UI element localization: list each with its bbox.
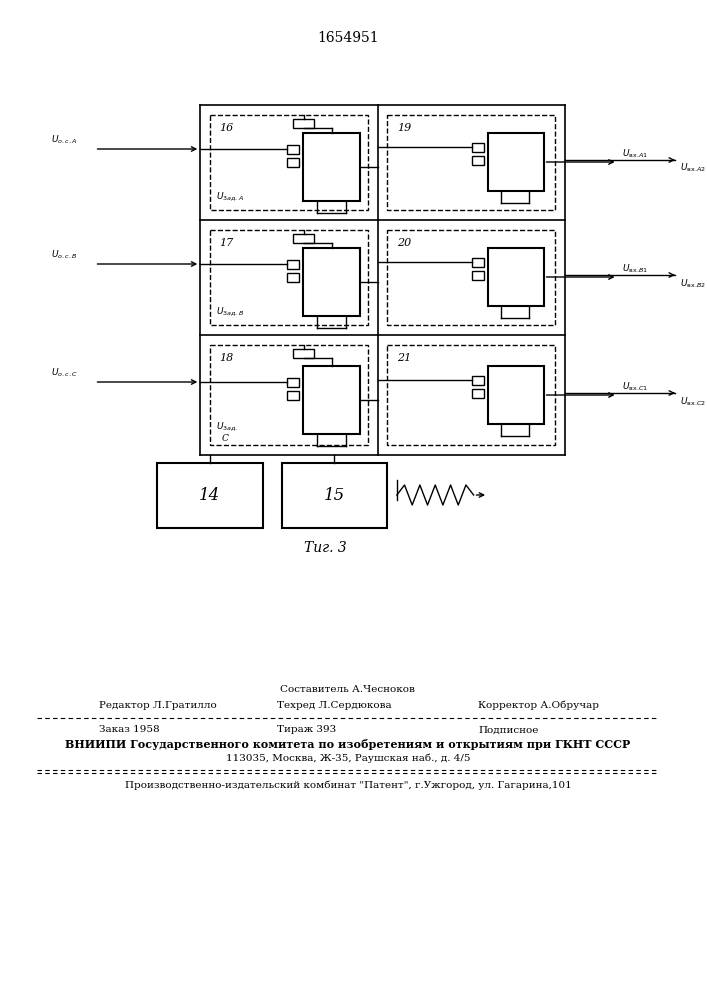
Bar <box>286 378 299 387</box>
Bar <box>293 234 315 243</box>
Text: $U_{\text{вх.}B1}$: $U_{\text{вх.}B1}$ <box>622 262 648 275</box>
Bar <box>472 376 484 385</box>
Text: $U_{3aд. B}$: $U_{3aд. B}$ <box>216 305 243 318</box>
Bar <box>293 119 315 128</box>
Text: ВНИИПИ Государственного комитета по изобретениям и открытиям при ГКНТ СССР: ВНИИПИ Государственного комитета по изоб… <box>65 738 631 750</box>
Text: Подписное: Подписное <box>479 726 539 734</box>
Bar <box>472 389 484 398</box>
Text: 15: 15 <box>324 487 345 504</box>
Bar <box>286 158 299 167</box>
Text: $U_{\text{вх.}C1}$: $U_{\text{вх.}C1}$ <box>622 380 648 393</box>
Bar <box>488 366 544 424</box>
Bar <box>286 273 299 282</box>
Text: $U_{o.c.C}$: $U_{o.c.C}$ <box>51 366 77 379</box>
Text: 20: 20 <box>397 238 411 248</box>
Text: Заказ 1958: Заказ 1958 <box>100 726 160 734</box>
Bar <box>472 143 484 152</box>
Text: $U_{\text{вх.}C2}$: $U_{\text{вх.}C2}$ <box>680 395 706 408</box>
Bar <box>472 271 484 280</box>
Bar <box>286 145 299 154</box>
Text: 14: 14 <box>199 487 221 504</box>
Bar <box>488 133 544 191</box>
Bar <box>303 248 361 316</box>
Text: Техред Л.Сердюкова: Техред Л.Сердюкова <box>277 700 392 710</box>
Bar <box>286 260 299 269</box>
Text: $U_{\text{вх.}A2}$: $U_{\text{вх.}A2}$ <box>680 162 706 174</box>
Bar <box>488 248 544 306</box>
Text: Τиг. 3: Τиг. 3 <box>303 541 346 555</box>
Bar <box>303 133 361 201</box>
Bar <box>286 391 299 400</box>
Text: 113035, Москва, Ж-35, Раушская наб., д. 4/5: 113035, Москва, Ж-35, Раушская наб., д. … <box>226 753 470 763</box>
Bar <box>210 345 368 445</box>
Bar <box>293 349 315 358</box>
Text: C: C <box>221 434 228 443</box>
Bar <box>210 230 368 325</box>
Text: 16: 16 <box>219 123 233 133</box>
Bar <box>472 258 484 267</box>
Text: 18: 18 <box>219 353 233 363</box>
Bar <box>472 156 484 165</box>
Text: $U_{\text{вх.}A1}$: $U_{\text{вх.}A1}$ <box>622 147 648 160</box>
Text: Составитель А.Чесноков: Составитель А.Чесноков <box>281 686 415 694</box>
Text: Редактор Л.Гратилло: Редактор Л.Гратилло <box>100 700 217 710</box>
Text: $U_{o.c.B}$: $U_{o.c.B}$ <box>51 248 77 261</box>
Text: $U_{\text{вх.}B2}$: $U_{\text{вх.}B2}$ <box>680 277 706 290</box>
Bar <box>157 463 262 528</box>
Text: Производственно-издательский комбинат "Патент", г.Ужгород, ул. Гагарина,101: Производственно-издательский комбинат "П… <box>124 780 571 790</box>
Bar <box>387 345 555 445</box>
Bar <box>387 230 555 325</box>
Bar <box>281 463 387 528</box>
Bar <box>210 115 368 210</box>
Bar <box>303 366 361 434</box>
Text: $U_{o.c.A}$: $U_{o.c.A}$ <box>51 133 77 146</box>
Text: $U_{3aд. A}$: $U_{3aд. A}$ <box>216 190 243 203</box>
Text: 1654951: 1654951 <box>317 31 379 45</box>
Text: Тираж 393: Тираж 393 <box>277 726 336 734</box>
Text: Корректор А.Обручар: Корректор А.Обручар <box>479 700 600 710</box>
Text: 17: 17 <box>219 238 233 248</box>
Bar <box>387 115 555 210</box>
Text: 19: 19 <box>397 123 411 133</box>
Text: 21: 21 <box>397 353 411 363</box>
Text: $U_{3aд.}$: $U_{3aд.}$ <box>216 420 238 433</box>
